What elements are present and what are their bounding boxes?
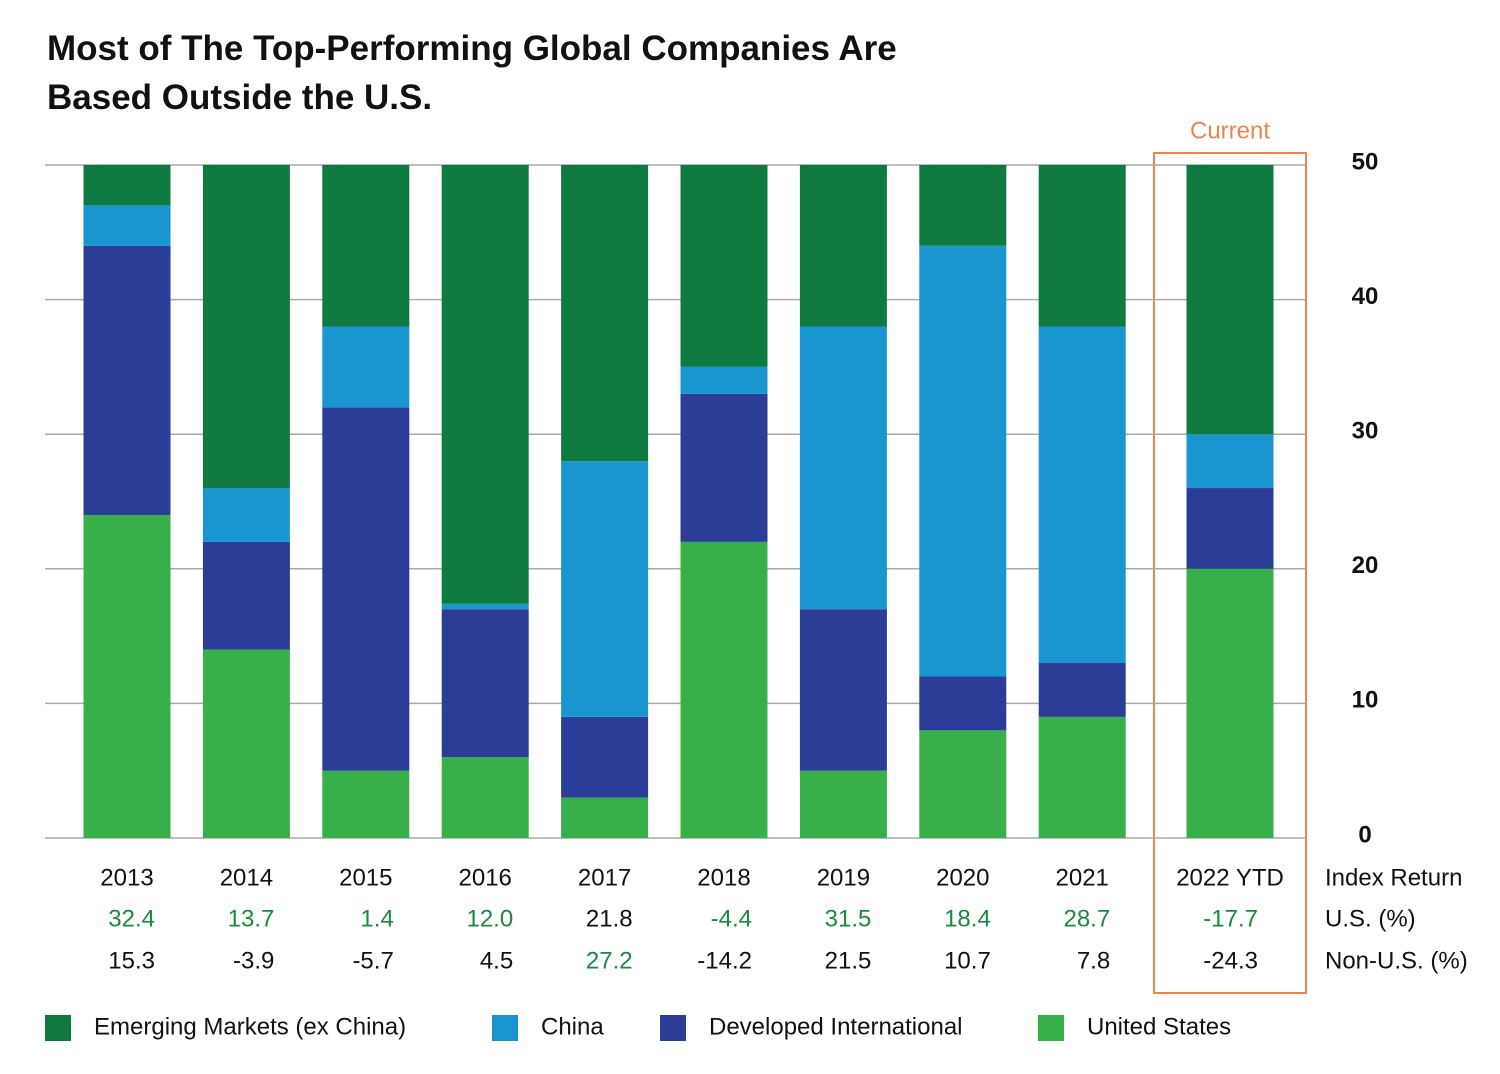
y-tick-label: 0 xyxy=(1358,821,1371,848)
bar-segment xyxy=(561,716,649,798)
return-value: 32.4 xyxy=(108,905,155,932)
return-value: 28.7 xyxy=(1063,905,1110,932)
bar-segment xyxy=(83,245,171,515)
table-header: Index Return xyxy=(1325,864,1462,891)
bar-segment xyxy=(202,649,290,838)
bar-segment xyxy=(680,393,768,542)
bar-segment xyxy=(202,541,290,650)
return-value: 31.5 xyxy=(825,905,872,932)
y-tick-label: 20 xyxy=(1352,552,1379,579)
bar-segment xyxy=(1038,165,1126,327)
return-value: 27.2 xyxy=(586,947,633,974)
return-value: 21.5 xyxy=(825,947,872,974)
x-tick-label: 2015 xyxy=(339,864,392,891)
return-value: -5.7 xyxy=(352,947,393,974)
bar-segment xyxy=(83,514,171,838)
chart-title: Most of The Top-Performing Global Compan… xyxy=(47,29,897,117)
row-label: U.S. (%) xyxy=(1325,905,1416,932)
bar-segment xyxy=(680,366,768,394)
legend-swatch xyxy=(45,1015,71,1041)
return-value: 10.7 xyxy=(944,947,991,974)
return-value: 1.4 xyxy=(360,905,393,932)
return-value: -3.9 xyxy=(233,947,274,974)
return-value: 13.7 xyxy=(228,905,275,932)
return-value: 18.4 xyxy=(944,905,991,932)
bar-segment xyxy=(322,407,410,771)
return-value: -14.2 xyxy=(697,947,752,974)
x-tick-label: 2020 xyxy=(936,864,989,891)
bar-segment xyxy=(1186,568,1274,838)
x-tick-label: 2019 xyxy=(817,864,870,891)
bar-segment xyxy=(441,757,529,838)
legend-swatch xyxy=(492,1015,518,1041)
bar-segment xyxy=(1038,716,1126,838)
bar-segment xyxy=(441,609,529,758)
x-tick-label: 2014 xyxy=(220,864,273,891)
bar-segment xyxy=(322,770,410,838)
bar-segment xyxy=(202,165,290,489)
bar-segment xyxy=(561,165,649,462)
bar-segment xyxy=(1186,488,1274,569)
x-tick-label: 2021 xyxy=(1056,864,1109,891)
current-box xyxy=(1153,152,1307,994)
bar-segment xyxy=(799,326,887,610)
bar-segment xyxy=(322,326,410,408)
legend-label: China xyxy=(541,1013,604,1040)
bar-segment xyxy=(919,730,1007,838)
bar-segment xyxy=(83,205,171,246)
x-tick-label: 2022 YTD xyxy=(1176,864,1284,891)
legend-swatch xyxy=(1038,1015,1064,1041)
bar-segment xyxy=(1186,434,1274,489)
bar-segment xyxy=(919,165,1007,246)
bar-segment xyxy=(1038,663,1126,717)
bar-segment xyxy=(441,603,529,610)
bar-segment xyxy=(202,488,290,542)
bar-segment xyxy=(561,797,649,838)
legend-swatch xyxy=(660,1015,686,1041)
legend-label: Developed International xyxy=(709,1013,963,1040)
bar-segment xyxy=(919,245,1007,677)
y-tick-label: 30 xyxy=(1352,418,1379,445)
bar-segment xyxy=(680,165,768,367)
bar-segment xyxy=(680,541,768,838)
bar-segment xyxy=(799,165,887,327)
y-tick-label: 40 xyxy=(1352,283,1379,310)
legend-label: United States xyxy=(1087,1013,1231,1040)
row-label: Non-U.S. (%) xyxy=(1325,947,1468,974)
return-value: 7.8 xyxy=(1077,947,1110,974)
return-value: -24.3 xyxy=(1203,947,1258,974)
return-value: 4.5 xyxy=(480,947,513,974)
annotation: Current xyxy=(1190,117,1270,144)
bar-segment xyxy=(83,165,171,206)
y-tick-label: 10 xyxy=(1352,687,1379,714)
bar-segment xyxy=(799,770,887,838)
bar-segment xyxy=(441,165,529,604)
return-value: 12.0 xyxy=(466,905,513,932)
bar-segment xyxy=(561,461,649,717)
bar-segment xyxy=(1038,326,1126,664)
y-tick-label: 50 xyxy=(1352,148,1379,175)
x-tick-label: 2018 xyxy=(697,864,750,891)
bar-segment xyxy=(799,609,887,771)
legend-label: Emerging Markets (ex China) xyxy=(94,1013,406,1040)
bar-segment xyxy=(322,165,410,327)
x-tick-label: 2013 xyxy=(100,864,153,891)
x-tick-label: 2016 xyxy=(459,864,512,891)
return-value: -17.7 xyxy=(1203,905,1258,932)
return-value: 21.8 xyxy=(586,905,633,932)
return-value: -4.4 xyxy=(711,905,752,932)
return-value: 15.3 xyxy=(108,947,155,974)
bar-segment xyxy=(1186,165,1274,435)
x-tick-label: 2017 xyxy=(578,864,631,891)
bar-segment xyxy=(919,676,1007,731)
